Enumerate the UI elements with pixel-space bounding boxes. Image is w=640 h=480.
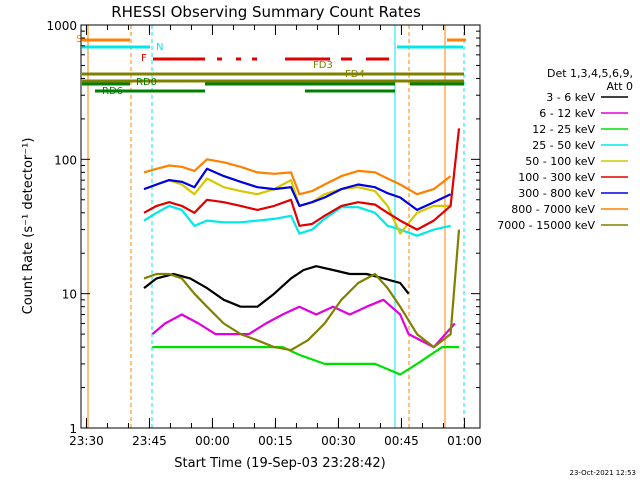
timestamp-label: 23-Oct-2021 12:53 (570, 469, 636, 477)
annotation-label: RD0 (136, 77, 157, 88)
series-line (143, 229, 461, 352)
series-line (143, 265, 410, 308)
x-tick-label: 00:15 (258, 434, 293, 448)
series-line (143, 167, 452, 211)
x-tick-label: 23:30 (69, 434, 104, 448)
y-tick-label: 1000 (46, 19, 77, 33)
legend-header: Det 1,3,4,5,6,9, (547, 67, 633, 80)
legend-label: 12 - 25 keV (532, 123, 595, 136)
annotation-bars (82, 25, 466, 428)
x-tick-label: 01:00 (447, 434, 482, 448)
y-tick-label: 100 (54, 153, 77, 167)
x-tick-label: 00:30 (321, 434, 356, 448)
annotation-label: N (156, 42, 163, 53)
y-axis-label: Count Rate (s⁻¹ detector⁻¹) (21, 138, 36, 315)
series-line (152, 346, 459, 376)
plot-frame (80, 24, 481, 429)
x-axis-label: Start Time (19-Sep-03 23:28:42) (174, 456, 385, 471)
annotation-label: S (76, 34, 82, 45)
annotation-label: RD6 (102, 86, 123, 97)
x-tick-label: 00:45 (384, 434, 419, 448)
series-line (143, 158, 452, 196)
x-tick-label: 00:00 (195, 434, 230, 448)
legend-label: 100 - 300 keV (518, 171, 595, 184)
legend-label: 25 - 50 keV (532, 139, 595, 152)
annotation-label: FD4 (345, 69, 365, 80)
legend-label: 300 - 800 keV (518, 187, 595, 200)
legend-label: 3 - 6 keV (546, 91, 595, 104)
y-tick-label: 10 (62, 288, 77, 302)
annotation-labels: FN S FD3 FD4 RD0 RD6 (76, 34, 365, 97)
y-tick-label: 1 (69, 422, 77, 436)
chart-title: RHESSI Observing Summary Count Rates (111, 3, 421, 21)
series-line (143, 204, 451, 237)
y-axis: 1 10 100 1000 (46, 19, 480, 436)
series-layer (143, 128, 461, 376)
annotation-label: FD3 (313, 60, 333, 71)
x-axis: 23:30 23:45 00:00 00:15 00:30 00:45 01:00 (69, 25, 482, 448)
legend-label: 50 - 100 keV (525, 155, 595, 168)
legend-header: Att 0 (607, 80, 633, 93)
series-line (143, 177, 451, 235)
series-line (143, 128, 461, 231)
series-line (151, 298, 456, 349)
x-tick-label: 23:45 (132, 434, 167, 448)
legend-label: 7000 - 15000 keV (497, 219, 595, 232)
annotation-label: F (141, 53, 147, 64)
legend-label: 6 - 12 keV (539, 107, 595, 120)
legend-label: 800 - 7000 keV (511, 203, 595, 216)
legend: Det 1,3,4,5,6,9,Att 0 3 - 6 keV 6 - 12 keV… (497, 67, 633, 232)
